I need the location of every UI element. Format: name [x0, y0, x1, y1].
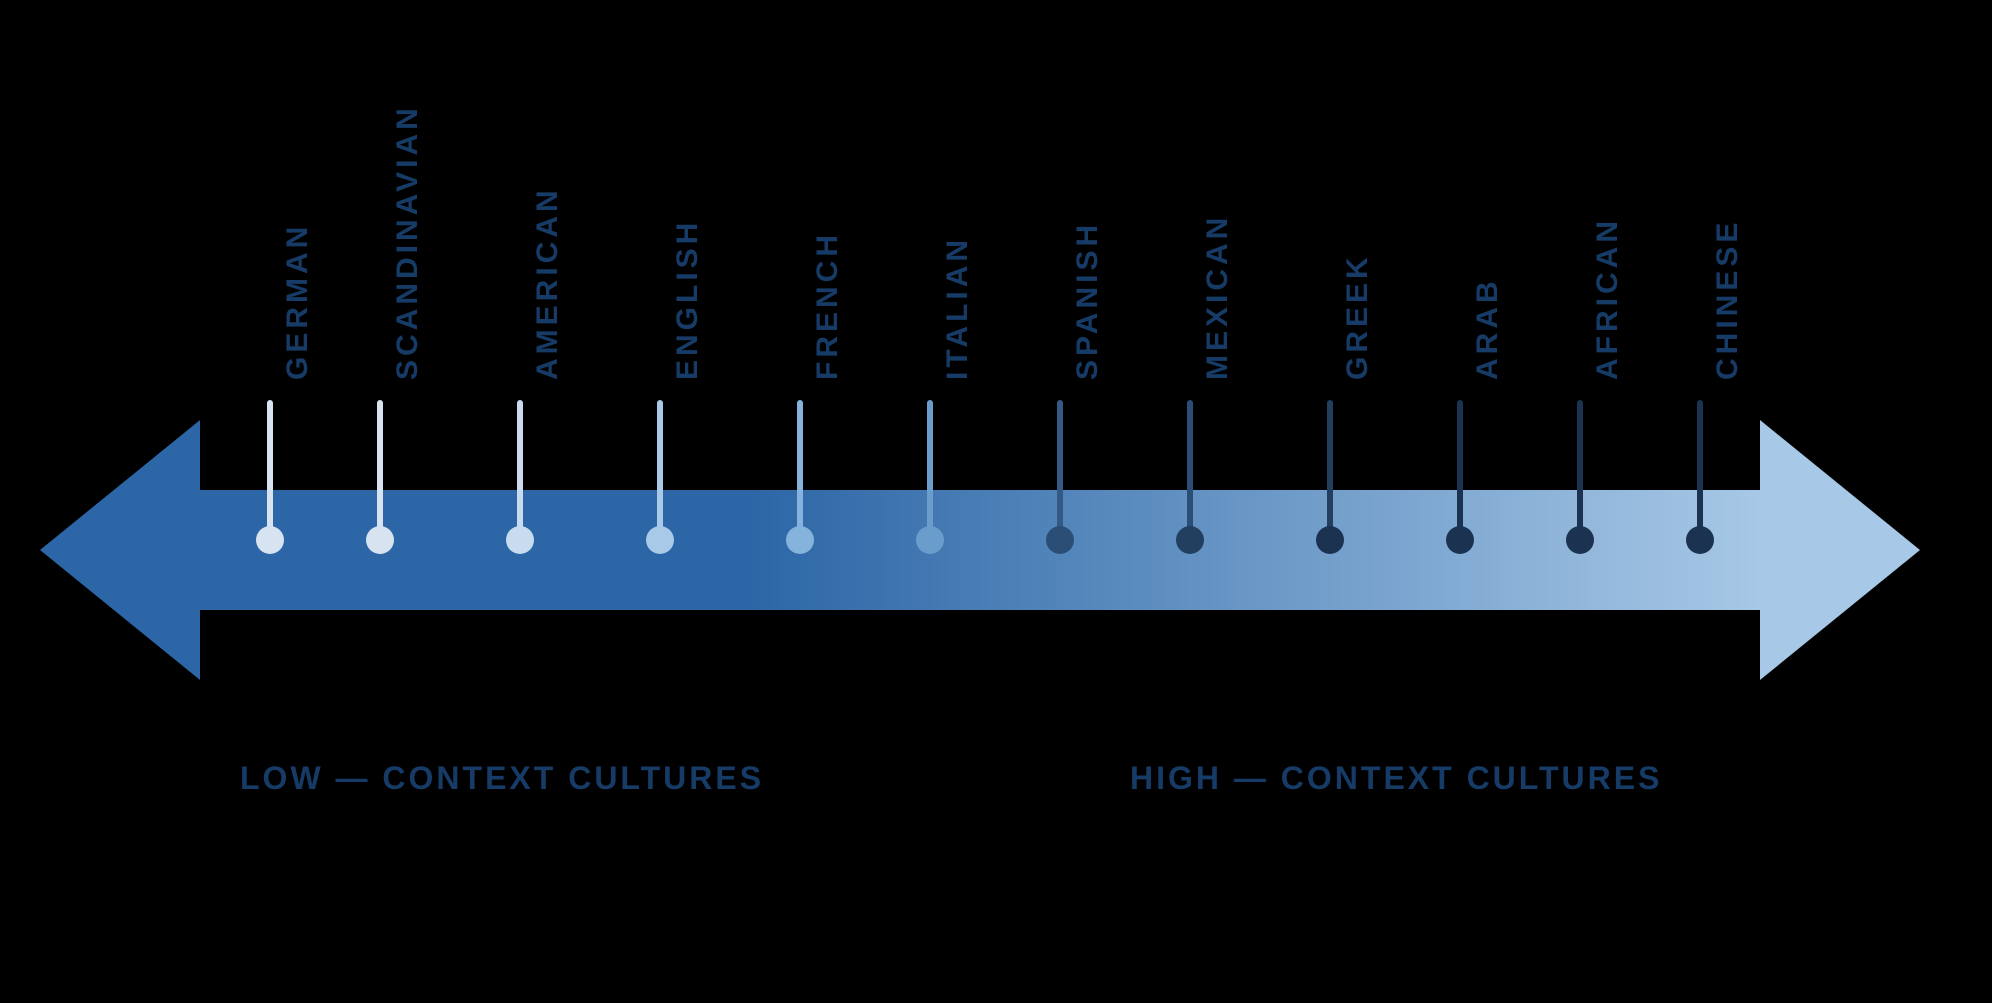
marker-stem: [267, 400, 273, 540]
marker-dot: [1686, 526, 1714, 554]
marker-stem: [927, 400, 933, 540]
marker-dot: [1316, 526, 1344, 554]
marker-dot: [1046, 526, 1074, 554]
axis-label-low-context: LOW — CONTEXT CULTURES: [240, 760, 764, 797]
culture-label: MEXICAN: [1201, 214, 1235, 380]
marker-stem: [377, 400, 383, 540]
culture-label: SPANISH: [1071, 221, 1105, 380]
culture-label: ITALIAN: [941, 236, 975, 380]
marker-stem: [1577, 400, 1583, 540]
marker-dot: [916, 526, 944, 554]
culture-context-diagram: GERMAN SCANDINAVIAN AMERICAN ENGLISH FRENCH I…: [0, 0, 1992, 1003]
marker-stem: [797, 400, 803, 540]
marker-dot: [646, 526, 674, 554]
marker-dot: [1446, 526, 1474, 554]
arrow-head-right-icon: [1760, 420, 1920, 680]
marker-stem: [1697, 400, 1703, 540]
arrow-bar: [200, 490, 1760, 610]
culture-label: CHINESE: [1711, 219, 1745, 380]
culture-label: GERMAN: [281, 223, 315, 380]
marker-stem: [1457, 400, 1463, 540]
marker-dot: [1176, 526, 1204, 554]
marker-stem: [657, 400, 663, 540]
culture-label: FRENCH: [811, 231, 845, 380]
arrow-head-left-icon: [40, 420, 200, 680]
culture-label: SCANDINAVIAN: [391, 104, 425, 380]
axis-label-high-context: HIGH — CONTEXT CULTURES: [1130, 760, 1662, 797]
culture-label: ARAB: [1471, 277, 1505, 380]
culture-label: ENGLISH: [671, 219, 705, 380]
marker-dot: [506, 526, 534, 554]
marker-stem: [517, 400, 523, 540]
marker-stem: [1057, 400, 1063, 540]
marker-dot: [256, 526, 284, 554]
marker-stem: [1187, 400, 1193, 540]
marker-dot: [366, 526, 394, 554]
culture-label: AFRICAN: [1591, 217, 1625, 380]
marker-dot: [1566, 526, 1594, 554]
culture-label: AMERICAN: [531, 186, 565, 380]
marker-stem: [1327, 400, 1333, 540]
marker-dot: [786, 526, 814, 554]
culture-label: GREEK: [1341, 253, 1375, 380]
